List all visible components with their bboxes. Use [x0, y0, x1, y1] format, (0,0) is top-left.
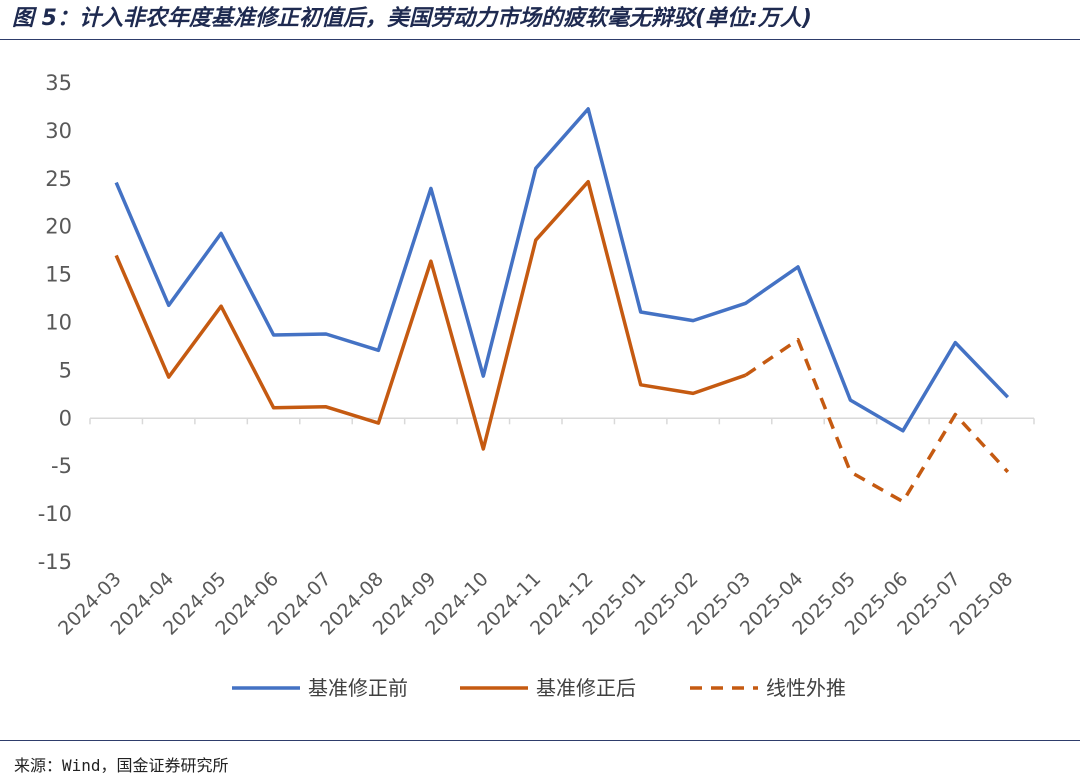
legend-label: 基准修正前	[308, 676, 408, 700]
x-axis	[89, 417, 1035, 425]
footer-divider	[0, 740, 1080, 741]
y-axis-ticks: 35 30 25 20 15 10 5 0 -5 -10 -15	[38, 71, 72, 574]
y-tick-label: 30	[45, 119, 72, 143]
legend-label: 线性外推	[766, 676, 846, 700]
chart-title: 图 5：计入非农年度基准修正初值后，美国劳动力市场的疲软毫无辩驳(单位:万人)	[12, 6, 812, 31]
legend-label: 基准修正后	[536, 676, 636, 700]
title-divider	[0, 39, 1080, 40]
y-tick-label: 20	[45, 215, 72, 239]
y-tick-label: 10	[45, 311, 72, 335]
y-tick-label: 25	[45, 167, 72, 191]
series-line-2	[114, 179, 747, 451]
y-tick-label: -15	[38, 550, 72, 574]
source-note: 来源：Wind，国金证券研究所	[14, 756, 229, 775]
y-tick-label: -5	[51, 454, 72, 478]
series-line-1	[114, 107, 1010, 433]
line-chart: 35 30 25 20 15 10 5 0 -5 -10 -15 2024-032024-04202…	[38, 71, 1035, 700]
y-tick-label: 35	[45, 71, 72, 95]
series-lines	[114, 107, 1010, 504]
x-axis-ticks: 2024-032024-042024-052024-062024-072024-…	[54, 568, 1017, 640]
y-tick-label: 5	[59, 358, 72, 382]
legend: 基准修正前 基准修正后 线性外推	[232, 676, 846, 700]
y-tick-label: -10	[38, 502, 72, 526]
series-line-3	[744, 337, 1010, 504]
y-tick-label: 15	[45, 263, 72, 287]
y-tick-label: 0	[59, 406, 72, 430]
